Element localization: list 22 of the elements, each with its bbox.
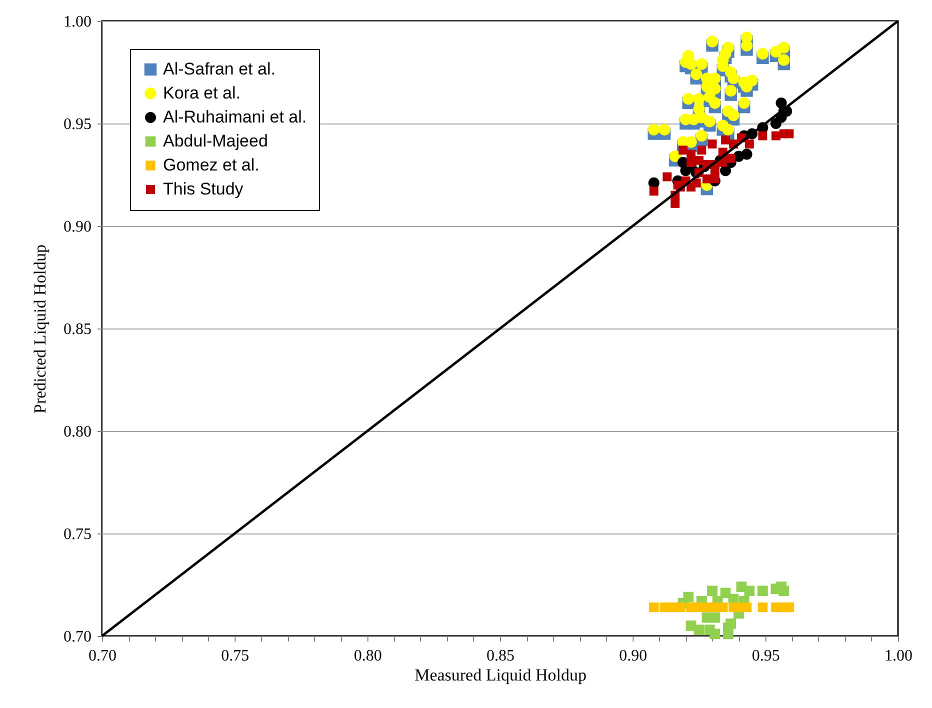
y-tick-label: 0.75 [64, 526, 92, 543]
legend-label: Al-Ruhaimani et al. [163, 108, 307, 126]
y-tick-label: 1.00 [64, 14, 92, 30]
x-tick-label: 0.80 [354, 648, 382, 664]
x-axis-title: Measured Liquid Holdup [414, 666, 586, 684]
legend-label: Kora et al. [163, 84, 240, 102]
x-tick-label: 0.85 [486, 648, 514, 664]
y-axis-title: Predicted Liquid Holdup [30, 244, 50, 414]
legend-label: Al-Safran et al. [163, 60, 276, 78]
y-tick-label: 0.95 [64, 116, 92, 133]
x-tick-label: 0.70 [88, 648, 116, 664]
legend-label: Gomez et al. [163, 156, 260, 174]
x-tick-label: 0.95 [752, 648, 780, 664]
y-tick-label: 0.90 [64, 218, 92, 236]
legend-label: This Study [163, 180, 244, 198]
x-tick-label: 0.90 [619, 648, 648, 664]
y-tick-label: 0.70 [64, 628, 92, 646]
x-tick-label: 1.00 [884, 648, 912, 664]
x-tick-label: 0.75 [221, 648, 250, 664]
legend-label: Abdul-Majeed [163, 132, 268, 150]
y-tick-label: 0.85 [64, 321, 92, 338]
y-tick-label: 0.80 [64, 424, 92, 440]
